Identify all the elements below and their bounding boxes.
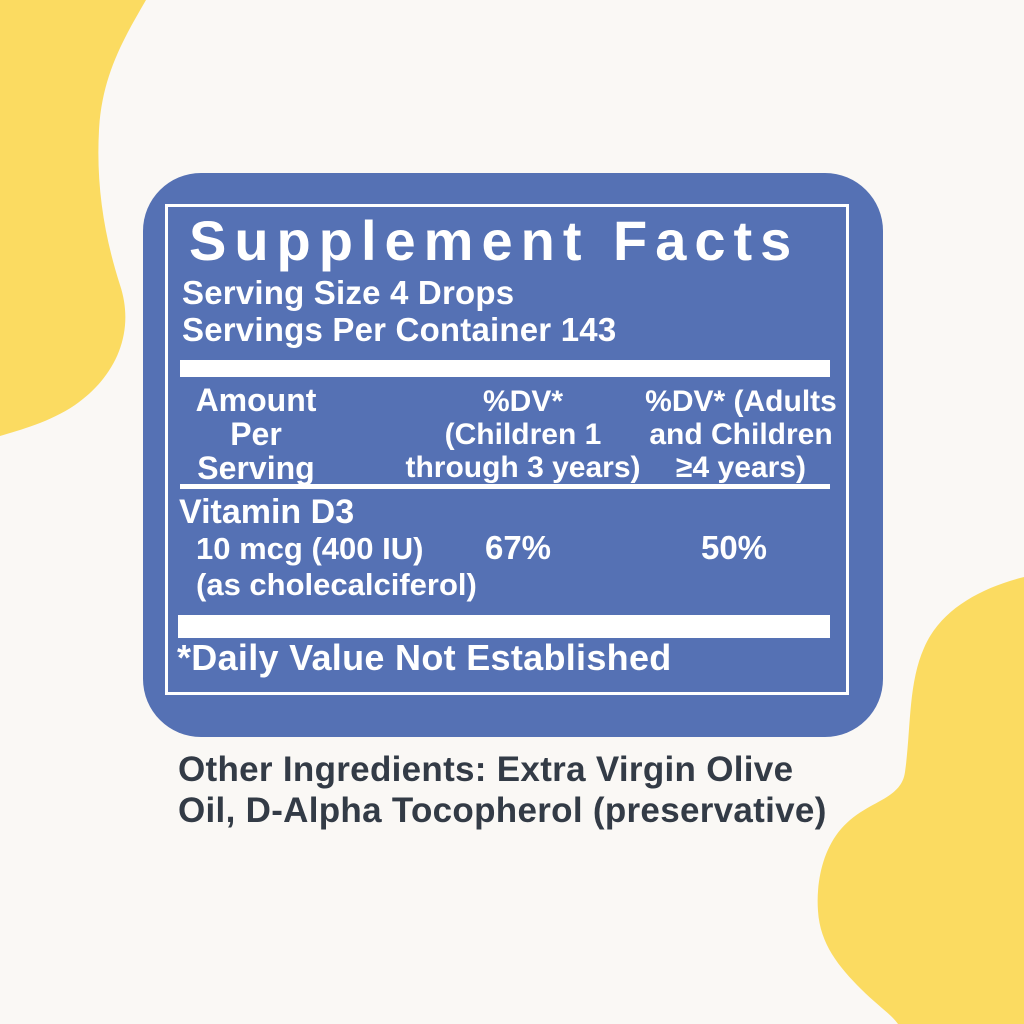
divider-bar-top (180, 360, 830, 377)
other-ingredients: Other Ingredients: Extra Virgin Olive Oi… (178, 749, 827, 831)
nutrient-amount: 10 mcg (400 IU) (196, 531, 424, 566)
other-ingredients-line1: Other Ingredients: Extra Virgin Olive (178, 750, 794, 789)
serving-size: Serving Size 4 Drops (182, 274, 515, 311)
supplement-facts-panel: Supplement Facts Serving Size 4 Drops Se… (143, 173, 883, 737)
column-header-dv-children: %DV* (Children 1 through 3 years) (405, 385, 641, 484)
serving-info: Serving Size 4 Drops Servings Per Contai… (182, 274, 616, 348)
other-ingredients-line2: Oil, D-Alpha Tocopherol (preservative) (178, 791, 827, 830)
daily-value-footnote: *Daily Value Not Established (177, 637, 672, 678)
yellow-blob-bottom-right (817, 577, 1024, 1024)
yellow-blob-top-left (0, 0, 146, 436)
column-header-dv-adults: %DV* (Adults and Children ≥4 years) (645, 385, 837, 484)
dv-children-value: 67% (484, 529, 552, 566)
nutrient-form: (as cholecalciferol) (196, 567, 477, 602)
divider-bar-bottom (178, 615, 830, 638)
servings-per-container: Servings Per Container 143 (182, 311, 617, 348)
panel-inner-border (165, 204, 849, 695)
dv-adults-value: 50% (700, 529, 768, 566)
column-header-amount: Amount Per Serving (195, 382, 317, 486)
panel-title: Supplement Facts (189, 209, 800, 272)
nutrient-name: Vitamin D3 (179, 493, 355, 531)
divider-line-header (180, 484, 830, 489)
